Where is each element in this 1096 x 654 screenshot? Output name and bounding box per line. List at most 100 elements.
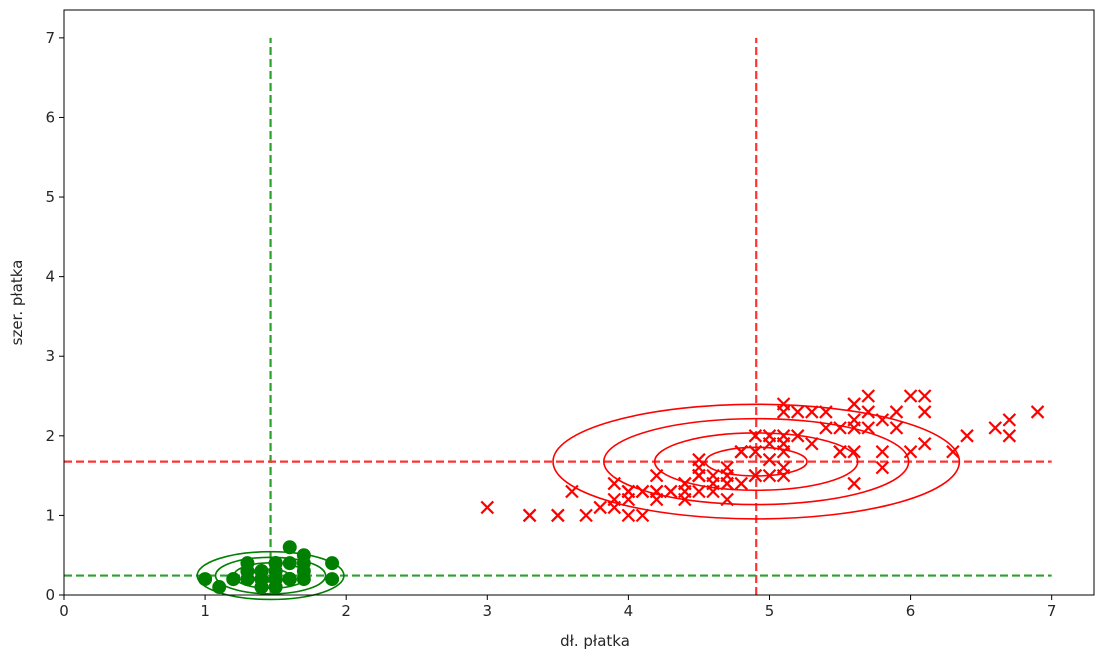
data-point-x (748, 444, 763, 459)
data-point-x (875, 413, 890, 427)
y-axis-ticks: 0 1 2 3 4 5 6 7 (45, 29, 64, 604)
data-point-x (946, 444, 960, 459)
y-axis-label: szer. płatka (8, 260, 26, 346)
x-axis-label: dł. płatka (560, 632, 630, 650)
x-tick-label: 2 (341, 602, 351, 620)
data-point-x (861, 389, 876, 403)
data-point-x (734, 444, 749, 459)
data-point-x (917, 405, 932, 419)
data-point-x (649, 468, 664, 483)
data-point-x (790, 405, 805, 419)
data-point-x (579, 508, 593, 523)
y-tick-label: 2 (45, 427, 55, 445)
data-point-x (847, 444, 861, 459)
data-point-x (1002, 413, 1017, 427)
data-point-x (522, 508, 537, 523)
data-point-x (678, 492, 692, 507)
data-point-x (748, 468, 763, 483)
data-point-x (917, 436, 932, 451)
data-point-x (1030, 405, 1045, 419)
contour-ellipse-1-2 (214, 556, 327, 595)
data-point-x (635, 508, 650, 523)
data-point-x (790, 429, 805, 443)
data-point-x (847, 476, 861, 491)
contour-ellipse-0-3 (552, 403, 961, 520)
data-point-x (692, 452, 706, 467)
data-point-x (635, 484, 650, 499)
data-point-circle (212, 580, 227, 595)
data-point-x (663, 484, 678, 499)
x-tick-label: 3 (483, 602, 493, 620)
data-point-x (861, 405, 876, 419)
data-point-circle (226, 572, 241, 587)
data-point-x (692, 484, 706, 499)
x-tick-label: 6 (906, 602, 916, 620)
data-point-x (833, 421, 847, 435)
data-point-x (819, 405, 833, 419)
contour-ellipse-0-1 (653, 432, 859, 492)
data-point-circle (198, 572, 213, 587)
data-point-x (847, 413, 861, 427)
contour-ellipse-0-2 (603, 417, 910, 506)
x-tick-label: 0 (59, 602, 69, 620)
data-point-x (988, 421, 1003, 435)
y-tick-label: 3 (45, 347, 55, 365)
data-point-x (748, 429, 763, 443)
data-point-x (776, 468, 791, 483)
data-point-x (917, 389, 932, 403)
data-point-circle (254, 572, 269, 587)
data-point-x (889, 405, 904, 419)
data-point-x (833, 444, 847, 459)
data-point-circle (325, 556, 340, 571)
data-point-x (776, 405, 791, 419)
data-point-x (1002, 429, 1017, 443)
x-axis-ticks: 0 1 2 3 4 5 6 7 (59, 595, 1056, 620)
data-point-x (551, 508, 565, 523)
data-point-x (805, 436, 819, 451)
data-point-x (819, 421, 833, 435)
data-point-x (875, 460, 890, 475)
data-point-x (607, 476, 622, 491)
data-point-x (621, 492, 636, 507)
data-point-x (861, 421, 876, 435)
data-point-x (607, 492, 622, 507)
y-tick-label: 5 (45, 188, 55, 206)
y-tick-label: 6 (45, 108, 55, 126)
data-points (198, 389, 1045, 595)
data-point-x (720, 492, 734, 507)
data-point-x (593, 500, 607, 515)
data-point-x (649, 484, 664, 499)
data-point-x (903, 389, 918, 403)
x-tick-label: 5 (765, 602, 775, 620)
y-tick-label: 0 (45, 586, 55, 604)
data-point-circle (325, 572, 340, 587)
data-point-x (847, 397, 861, 411)
x-tick-label: 1 (200, 602, 210, 620)
contour-ellipses (196, 403, 961, 601)
data-point-circle (268, 572, 283, 587)
data-point-circle (240, 572, 255, 587)
y-tick-label: 4 (45, 268, 55, 286)
data-point-x (903, 444, 918, 459)
x-tick-label: 7 (1047, 602, 1057, 620)
data-point-circle (282, 540, 297, 555)
data-point-x (762, 436, 777, 451)
data-point-circle (282, 556, 297, 571)
plot-frame (63, 9, 1095, 596)
data-point-x (762, 468, 777, 483)
data-point-x (734, 476, 749, 491)
data-point-x (762, 452, 777, 467)
x-tick-label: 4 (624, 602, 634, 620)
data-point-x (875, 444, 890, 459)
data-point-x (706, 476, 720, 491)
data-point-x (960, 429, 974, 443)
y-tick-label: 1 (45, 506, 55, 524)
data-point-circle (296, 548, 311, 563)
data-point-x (805, 405, 819, 419)
contour-ellipse-1-3 (196, 550, 345, 601)
data-point-x (889, 421, 904, 435)
data-point-x (720, 468, 734, 483)
y-tick-label: 7 (45, 29, 55, 47)
data-point-circle (268, 556, 283, 571)
